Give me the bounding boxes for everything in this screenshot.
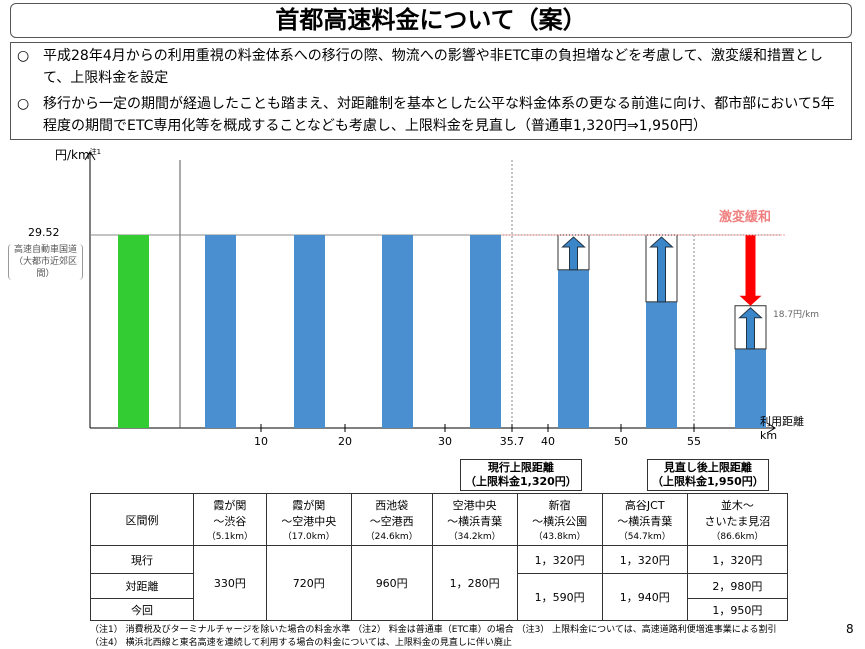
- y-axis-arrow-icon: [84, 151, 96, 161]
- rate-chart: 円/km注1 29.52 高速自動車国道（大都市近郊区間） 10 20 30 35.7…: [0, 140, 865, 491]
- col-header: 西池袋 ～空港西 （24.6km）: [350, 493, 433, 546]
- x-axis-arrow-icon: [766, 422, 776, 434]
- table-cell: 1，940円: [601, 573, 688, 621]
- x-tick-label: 55: [687, 435, 701, 448]
- bar: [470, 235, 501, 428]
- table-cell: 1，320円: [516, 545, 603, 574]
- reference-value: 29.52: [28, 226, 60, 239]
- table-cell: 2，980円: [686, 573, 789, 599]
- x-tick-label: 10: [254, 435, 268, 448]
- up-arrow-icon: [649, 236, 674, 303]
- table-cell: 960円: [350, 545, 433, 621]
- x-axis-label: 利用距離 km: [760, 415, 804, 442]
- table-cell: 1，590円: [516, 573, 603, 621]
- col-header: 新宿 ～横浜公園 （43.8km）: [516, 493, 603, 546]
- bullet-circle-icon: ○: [17, 48, 30, 64]
- x-tick-label: 30: [438, 435, 452, 448]
- table-header-row: 区間例 霞が関 ～渋谷 （5.1km） 霞が関 ～空港中央 （17.0km） 西池袋 ～空…: [90, 493, 789, 546]
- row-label: 対距離: [90, 573, 194, 599]
- col-header: 並木～ さいたま見沼 （86.6km）: [686, 493, 789, 546]
- table-row: 対距離 1，590円 1，940円 2，980円: [90, 573, 789, 621]
- rate-label: 18.7円/km: [773, 310, 820, 320]
- current-limit-callout: 現行上限距離 （上限料金1,320円）: [460, 459, 582, 491]
- bar: [205, 235, 236, 428]
- up-arrow-icon: [738, 307, 763, 350]
- table-cell: 1，950円: [686, 598, 789, 621]
- x-tick-label: 20: [338, 435, 352, 448]
- bar: [382, 235, 413, 428]
- intro-box: ○ 平成28年4月からの利用重視の料金体系への移行の際、物流への影響や非ETC車の…: [10, 42, 852, 140]
- table-cell: 720円: [265, 545, 352, 621]
- intro-text: 平成28年4月からの利用重視の料金体系への移行の際、物流への影響や非ETC車の負…: [43, 48, 823, 86]
- x-tick-label: 40: [541, 435, 555, 448]
- revised-limit-callout: 見直し後上限距離 （上限料金1,950円）: [647, 459, 769, 491]
- page-title: 首都高速料金について（案）: [10, 3, 852, 38]
- table-cell: 330円: [193, 545, 267, 621]
- col-header: 空港中央 ～横浜青葉 （34.2km）: [431, 493, 518, 546]
- col-header: 霞が関 ～空港中央 （17.0km）: [265, 493, 352, 546]
- x-tick-label: 50: [614, 435, 628, 448]
- intro-bullet: ○ 平成28年4月からの利用重視の料金体系への移行の際、物流への影響や非ETC車の…: [17, 45, 845, 89]
- chart-canvas: [84, 151, 785, 434]
- col-header: 霞が関 ～渋谷 （5.1km）: [193, 493, 267, 546]
- table-row: 現行 330円 720円 960円 1，280円 1，320円 1，320円 1…: [90, 545, 789, 621]
- footnote: （注1） 消費税及びターミナルチャージを除いた場合の料金水準 （注2） 料金は普…: [90, 625, 777, 635]
- bullet-circle-icon: ○: [17, 96, 30, 112]
- x-tick-label: 35.7: [499, 435, 525, 448]
- reference-label: 高速自動車国道（大都市近郊区間）: [8, 244, 83, 280]
- bar: [558, 269, 589, 428]
- col-header: 高谷JCT ～横浜青葉 （54.7km）: [601, 493, 688, 546]
- y-axis-label: 円/km注1: [55, 148, 102, 162]
- page-number: 8: [846, 622, 854, 636]
- intro-text: 移行から一定の期間が経過したことも踏まえ、対距離制を基本とした公平な料金体系の更…: [43, 96, 835, 134]
- intro-bullet: ○ 移行から一定の期間が経過したことも踏まえ、対距離制を基本とした公平な料金体系の…: [17, 93, 845, 137]
- table-cell: 1，320円: [601, 545, 688, 574]
- row-label: 現行: [90, 545, 194, 574]
- table-row: 今回 1，950円: [90, 598, 789, 621]
- bar: [735, 348, 766, 428]
- table-cell: 1，320円: [686, 545, 789, 574]
- down-arrow-icon: [739, 235, 762, 306]
- bar: [118, 235, 149, 428]
- footnote: （注4） 横浜北西線と東名高速を連続して利用する場合の料金については、上限料金の…: [90, 638, 512, 648]
- row-label: 今回: [90, 598, 194, 621]
- fare-table: 区間例 霞が関 ～渋谷 （5.1km） 霞が関 ～空港中央 （17.0km） 西池袋 ～空…: [90, 493, 789, 621]
- bar: [646, 301, 677, 428]
- table-cell: 1，280円: [431, 545, 518, 621]
- up-arrow-icon: [561, 236, 586, 271]
- mitigation-label: 激変緩和: [719, 210, 772, 225]
- table-corner: 区間例: [90, 493, 194, 546]
- bar: [294, 235, 325, 428]
